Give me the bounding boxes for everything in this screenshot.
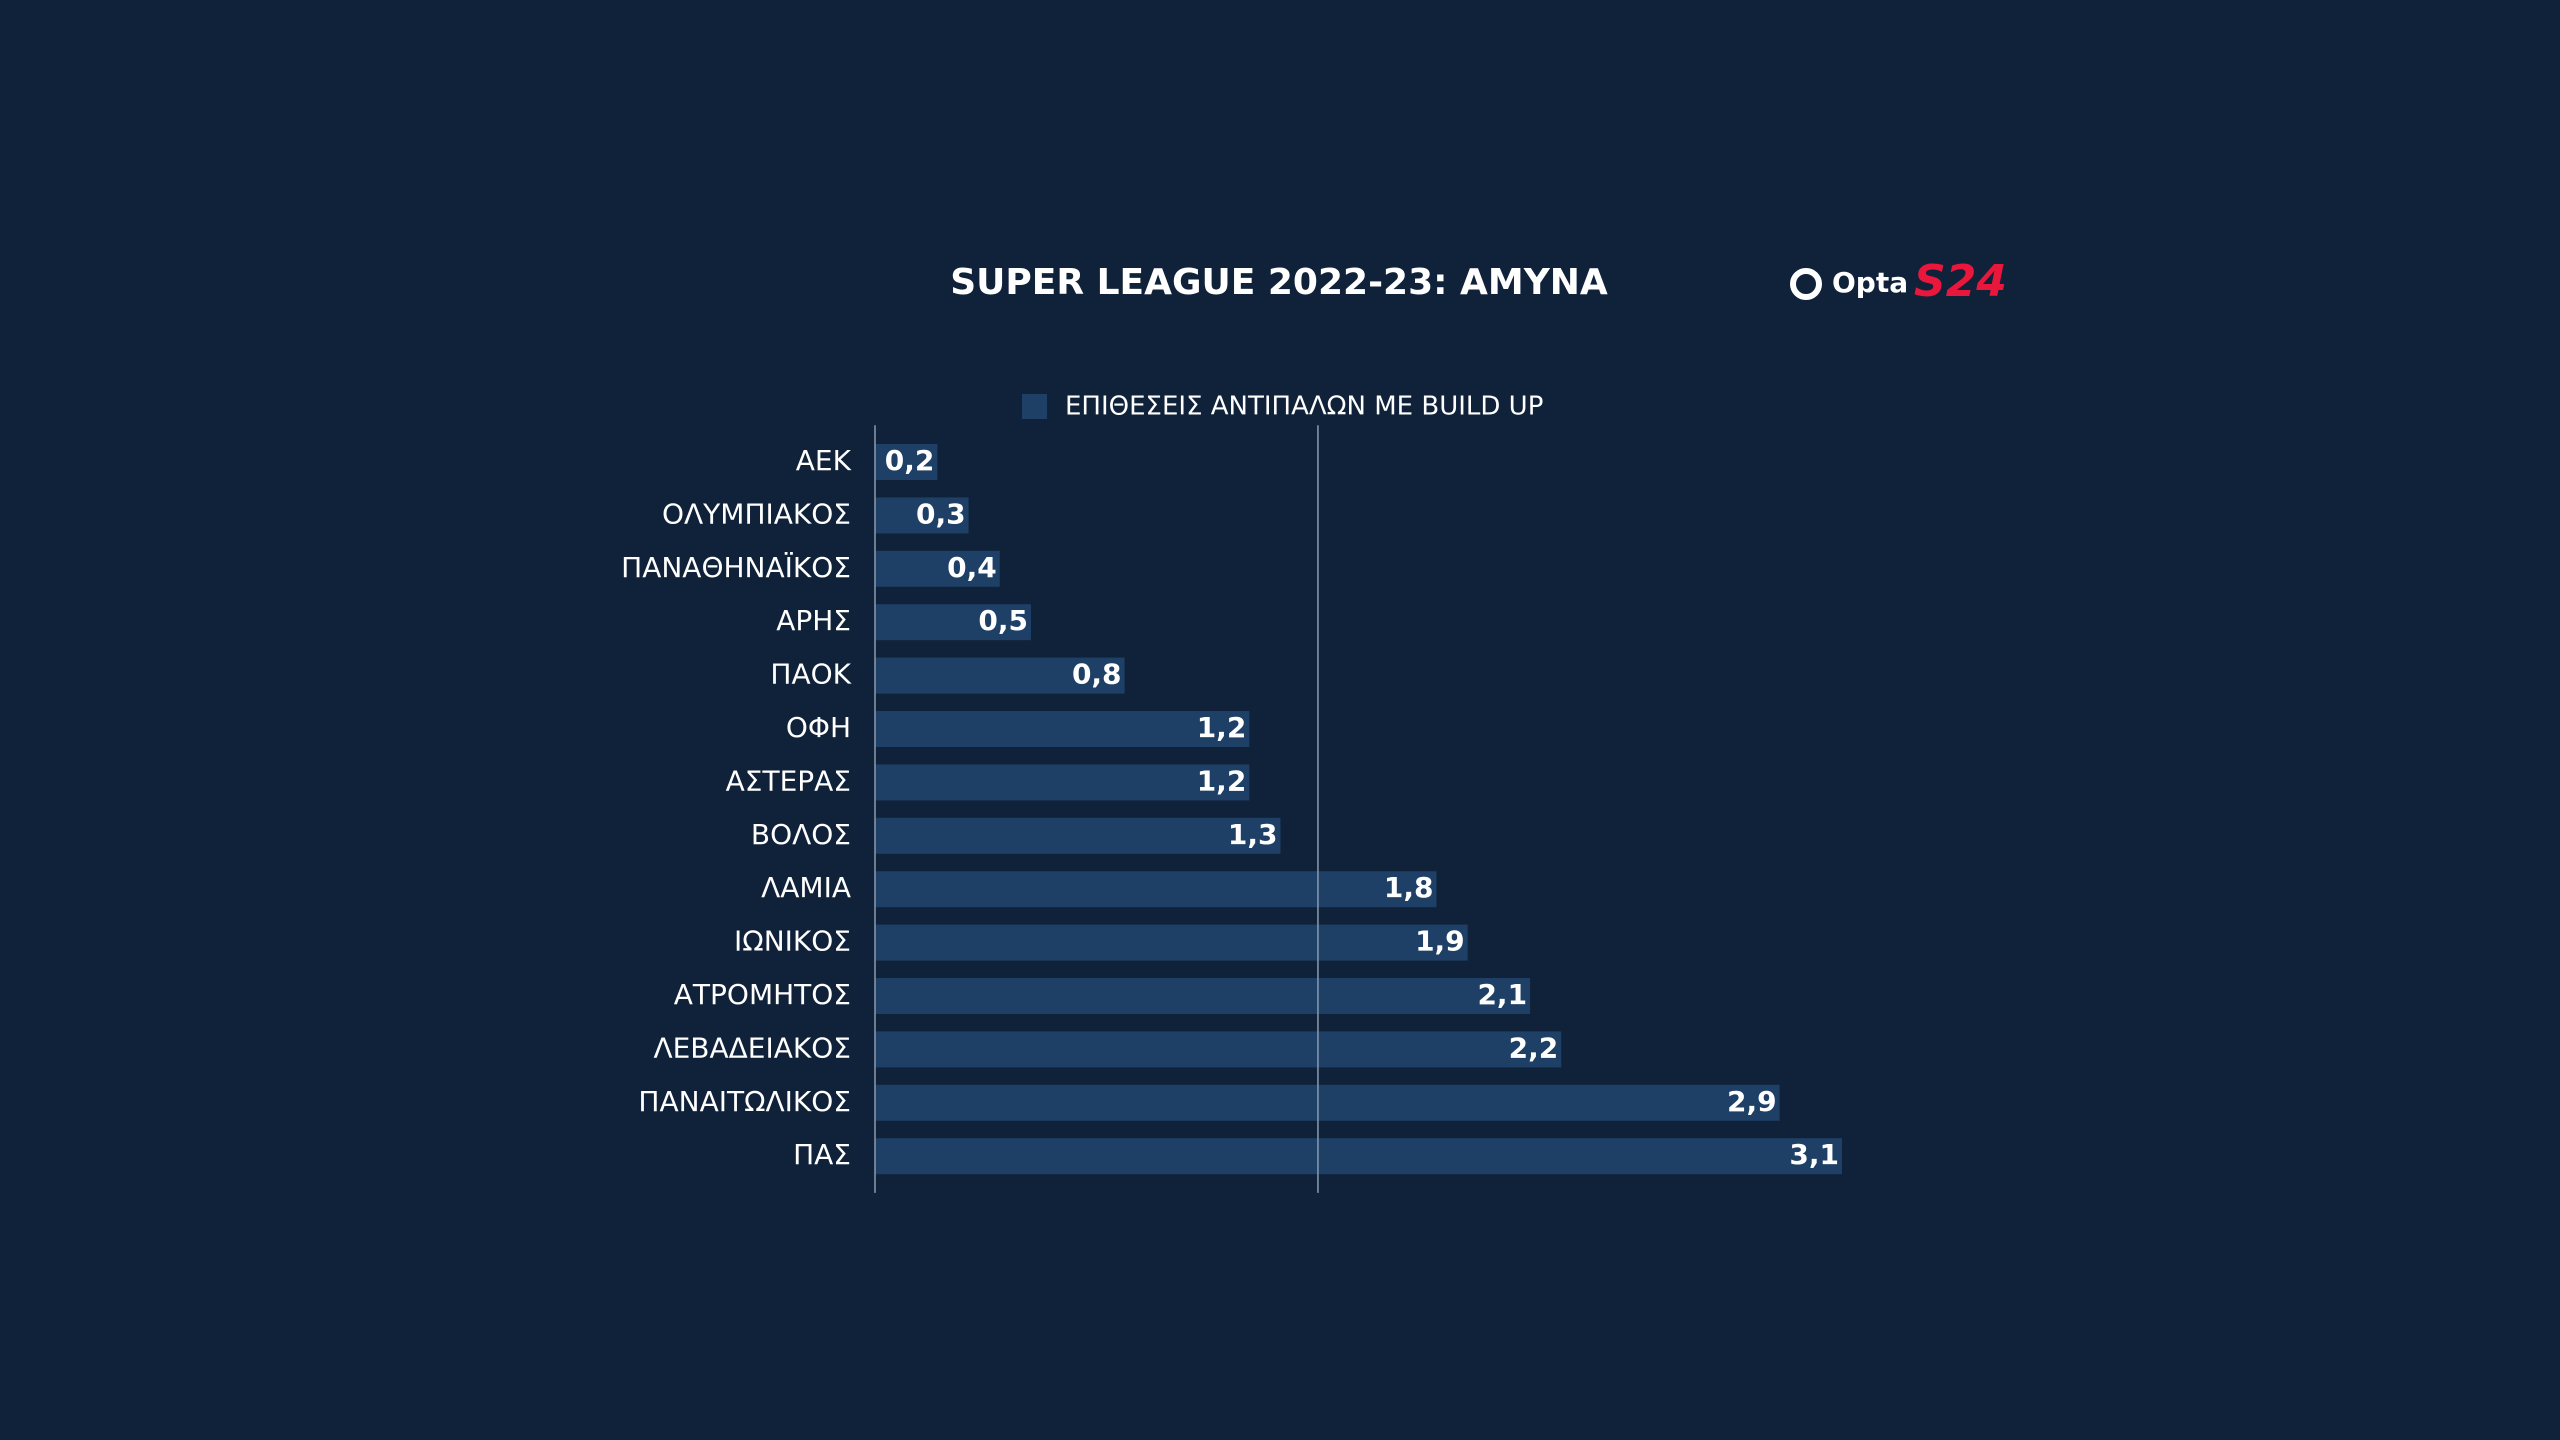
y-tick-label: ΛΑΜΙΑ xyxy=(761,871,851,904)
bar xyxy=(875,711,1250,747)
y-tick-label: ΑΤΡΟΜΗΤΟΣ xyxy=(674,978,851,1011)
y-tick-label: ΟΛΥΜΠΙΑΚΟΣ xyxy=(662,497,851,530)
value-label: 1,9 xyxy=(1415,925,1465,958)
value-label: 0,2 xyxy=(885,444,935,477)
value-label: 1,3 xyxy=(1228,818,1278,851)
bar xyxy=(875,1031,1562,1068)
bar xyxy=(875,764,1250,801)
value-label: 3,1 xyxy=(1789,1138,1839,1171)
value-label: 0,8 xyxy=(1072,658,1122,691)
opta-logo: Opta xyxy=(1832,266,1908,299)
bar xyxy=(875,550,1000,587)
legend-swatch xyxy=(1022,394,1047,419)
y-tick-label: ΒΟΛΟΣ xyxy=(751,818,851,851)
value-label: 0,4 xyxy=(947,551,997,584)
bar xyxy=(875,871,1437,908)
y-tick-label: ΑΡΗΣ xyxy=(776,604,851,637)
y-tick-label: ΙΩΝΙΚΟΣ xyxy=(734,925,851,958)
value-label: 0,5 xyxy=(978,604,1028,637)
bar xyxy=(875,444,938,480)
opta-icon xyxy=(1790,268,1822,300)
value-label: 1,8 xyxy=(1384,871,1434,904)
bar xyxy=(875,1084,1780,1121)
chart-title: SUPER LEAGUE 2022-23: ΑΜΥΝΑ xyxy=(950,262,1608,303)
s24-logo: S24 xyxy=(1914,256,2007,307)
y-tick-label: ΑΣΤΕΡΑΣ xyxy=(726,764,851,797)
bar xyxy=(875,924,1468,961)
y-tick-label: ΠΑΟΚ xyxy=(770,658,851,691)
y-tick-label: ΛΕΒΑΔΕΙΑΚΟΣ xyxy=(653,1031,851,1064)
bar xyxy=(875,497,969,534)
bar xyxy=(875,657,1125,694)
bar xyxy=(875,817,1281,854)
bar xyxy=(875,978,1531,1014)
y-tick-label: ΠΑΣ xyxy=(793,1138,851,1171)
bar xyxy=(875,1138,1842,1175)
y-tick-label: ΠΑΝΑΙΤΩΛΙΚΟΣ xyxy=(638,1085,851,1118)
value-label: 1,2 xyxy=(1197,711,1247,744)
bar xyxy=(875,604,1031,641)
value-label: 2,2 xyxy=(1509,1031,1559,1064)
value-label: 2,1 xyxy=(1477,978,1527,1011)
value-label: 1,2 xyxy=(1197,764,1247,797)
value-label: 2,9 xyxy=(1727,1085,1777,1118)
value-label: 0,3 xyxy=(916,497,966,530)
legend-label: ΕΠΙΘΕΣΕΙΣ ΑΝΤΙΠΑΛΩΝ ΜΕ BUILD UP xyxy=(1065,392,1543,422)
y-tick-label: ΟΦΗ xyxy=(786,711,851,744)
y-tick-label: ΠΑΝΑΘΗΝΑΪΚΟΣ xyxy=(621,551,851,584)
y-tick-label: ΑΕΚ xyxy=(796,444,852,477)
